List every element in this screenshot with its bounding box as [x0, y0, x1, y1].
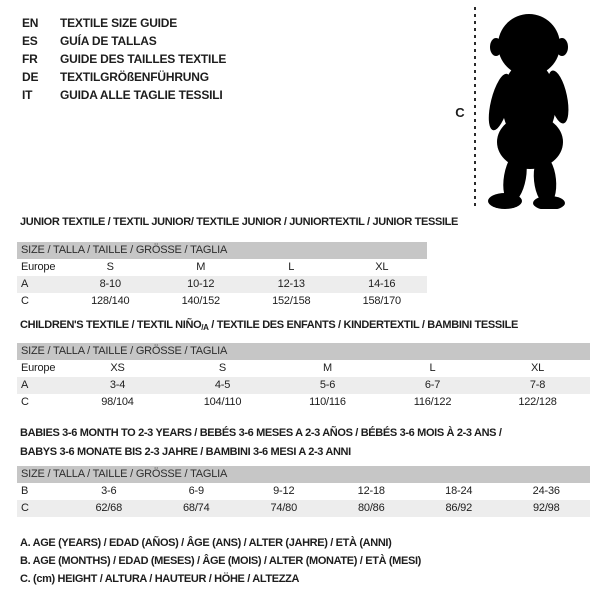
size-value-cell: 7-8: [529, 379, 546, 391]
row-label: C: [21, 396, 29, 408]
size-value-cell: 18-24: [445, 485, 473, 497]
size-value-cell: 8-10: [99, 278, 121, 290]
children-title-prefix: CHILDREN'S TEXTILE / TEXTIL NIÑO: [20, 319, 202, 331]
footnote-b: B. AGE (MONTHS) / EDAD (MESES) / ÂGE (MO…: [20, 555, 421, 567]
children-title-suffix: / TEXTILE DES ENFANTS / KINDERTEXTIL / B…: [208, 319, 518, 331]
guide-title-de: TEXTILGRÖßENFÜHRUNG: [60, 70, 209, 84]
size-value-cell: 12-13: [277, 278, 305, 290]
size-value-cell: 4-5: [214, 379, 231, 391]
footnote-c: C. (cm) HEIGHT / ALTURA / HAUTEUR / HÖHE…: [20, 573, 300, 585]
section-title-children: CHILDREN'S TEXTILE / TEXTIL NIÑO/A / TEX…: [20, 317, 518, 336]
size-value-cell: 68/74: [182, 502, 210, 514]
row-label: C: [21, 502, 29, 514]
table-row-a: A 8-10 10-12 12-13 14-16: [17, 276, 427, 293]
size-value-cell: 24-36: [532, 485, 560, 497]
height-dashed-line: [474, 7, 476, 210]
lang-row-de: DE TEXTILGRÖßENFÜHRUNG: [22, 68, 226, 86]
height-measure-label: C: [455, 105, 465, 120]
size-value-cell: 110/116: [309, 396, 346, 408]
size-value-cell: L: [429, 362, 436, 374]
size-value-cell: 86/92: [445, 502, 473, 514]
size-value-cell: 158/170: [362, 295, 402, 307]
size-value-cell: 6-7: [424, 379, 441, 391]
table-row-europe: Europe XS S M L XL: [17, 360, 590, 377]
children-title-subscript: /A: [201, 323, 209, 332]
size-value-cell: 152/158: [272, 295, 311, 307]
lang-row-fr: FR GUIDE DES TAILLES TEXTILE: [22, 50, 226, 68]
footnote-a: A. AGE (YEARS) / EDAD (AÑOS) / ÂGE (ANS)…: [20, 537, 392, 549]
table-row-a: A 3-4 4-5 5-6 6-7 7-8: [17, 377, 590, 394]
lang-row-it: IT GUIDA ALLE TAGLIE TESSILI: [22, 86, 226, 104]
junior-size-table: SIZE / TALLA / TAILLE / GRÖSSE / TAGLIA …: [17, 242, 427, 310]
size-value-cell: 104/110: [203, 396, 242, 408]
size-value-cell: 14-16: [368, 278, 396, 290]
size-value-cell: 9-12: [273, 485, 295, 497]
lang-code: DE: [22, 70, 39, 84]
size-value-cell: 122/128: [518, 396, 557, 408]
guide-title-it: GUIDA ALLE TAGLIE TESSILI: [60, 88, 223, 102]
table-row-b: B 3-6 6-9 9-12 12-18 18-24 24-36: [17, 483, 590, 500]
babies-title-line1: BABIES 3-6 MONTH TO 2-3 YEARS / BEBÉS 3-…: [20, 427, 502, 439]
lang-code: IT: [22, 88, 33, 102]
size-value-cell: 6-9: [188, 485, 205, 497]
babies-table-rows: B 3-6 6-9 9-12 12-18 18-24 24-36 C 62/68 68/74 74/…: [17, 483, 590, 517]
table-row-c: C 128/140 140/152 152/158 158/170: [17, 293, 427, 310]
lang-row-es: ES GUÍA DE TALLAS: [22, 32, 226, 50]
lang-code: ES: [22, 34, 38, 48]
row-label: A: [21, 278, 29, 290]
children-size-table: SIZE / TALLA / TAILLE / GRÖSSE / TAGLIA …: [17, 343, 590, 411]
lang-code: FR: [22, 52, 38, 66]
guide-title-en: TEXTILE SIZE GUIDE: [60, 16, 178, 30]
babies-size-table: SIZE / TALLA / TAILLE / GRÖSSE / TAGLIA …: [17, 466, 590, 517]
size-value-cell: 62/68: [95, 502, 123, 514]
babies-title-line2: BABYS 3-6 MONATE BIS 2-3 JAHRE / BAMBINI…: [20, 446, 351, 458]
junior-table-rows: Europe S M L XL A 8-10 10-12 12-13 14-16 C 128/140 1…: [17, 259, 427, 310]
size-value-cell: 140/152: [181, 295, 221, 307]
language-title-list: EN TEXTILE SIZE GUIDE ES GUÍA DE TALLAS …: [22, 14, 226, 104]
table-row-europe: Europe S M L XL: [17, 259, 427, 276]
size-header-bar: SIZE / TALLA / TAILLE / GRÖSSE / TAGLIA: [17, 343, 590, 360]
table-row-c: C 62/68 68/74 74/80 80/86 86/92 92/98: [17, 500, 590, 517]
size-value-cell: 3-6: [101, 485, 117, 497]
size-value-cell: S: [218, 362, 227, 374]
section-title-babies: BABIES 3-6 MONTH TO 2-3 YEARS / BEBÉS 3-…: [20, 424, 502, 462]
guide-title-fr: GUIDE DES TAILLES TEXTILE: [60, 52, 227, 66]
size-value-cell: XS: [110, 362, 125, 374]
row-label: B: [21, 485, 29, 497]
size-value-cell: L: [288, 261, 295, 273]
lang-row-en: EN TEXTILE SIZE GUIDE: [22, 14, 226, 32]
table-row-c: C 98/104 104/110 110/116 116/122 122/128: [17, 394, 590, 411]
size-value-cell: 5-6: [319, 379, 336, 391]
row-label: C: [21, 295, 29, 307]
size-value-cell: 128/140: [91, 295, 130, 307]
guide-title-es: GUÍA DE TALLAS: [60, 34, 157, 48]
size-value-cell: M: [323, 362, 332, 374]
footnote-legend: A. AGE (YEARS) / EDAD (AÑOS) / ÂGE (ANS)…: [20, 534, 421, 588]
size-header-bar: SIZE / TALLA / TAILLE / GRÖSSE / TAGLIA: [17, 242, 427, 259]
size-value-cell: XL: [375, 261, 389, 273]
toddler-silhouette-icon: [488, 14, 569, 209]
size-value-cell: 3-4: [109, 379, 126, 391]
size-value-cell: 116/122: [413, 396, 452, 408]
size-value-cell: 80/86: [357, 502, 385, 514]
size-value-cell: 92/98: [532, 502, 560, 514]
size-value-cell: 98/104: [101, 396, 134, 408]
size-value-cell: 12-18: [357, 485, 385, 497]
size-value-cell: 74/80: [270, 502, 298, 514]
size-header-bar: SIZE / TALLA / TAILLE / GRÖSSE / TAGLIA: [17, 466, 590, 483]
row-label: A: [21, 379, 29, 391]
size-value-cell: S: [106, 261, 114, 273]
children-table-rows: Europe XS S M L XL A 3-4 4-5 5-6 6-7 7-8 C 98/104 104/…: [17, 360, 590, 411]
lang-code: EN: [22, 16, 39, 30]
size-value-cell: XL: [530, 362, 545, 374]
size-value-cell: 10-12: [187, 278, 215, 290]
row-label: Europe: [21, 261, 56, 273]
section-title-junior: JUNIOR TEXTILE / TEXTIL JUNIOR/ TEXTILE …: [20, 216, 459, 228]
size-value-cell: M: [196, 261, 206, 273]
row-label: Europe: [21, 362, 56, 374]
